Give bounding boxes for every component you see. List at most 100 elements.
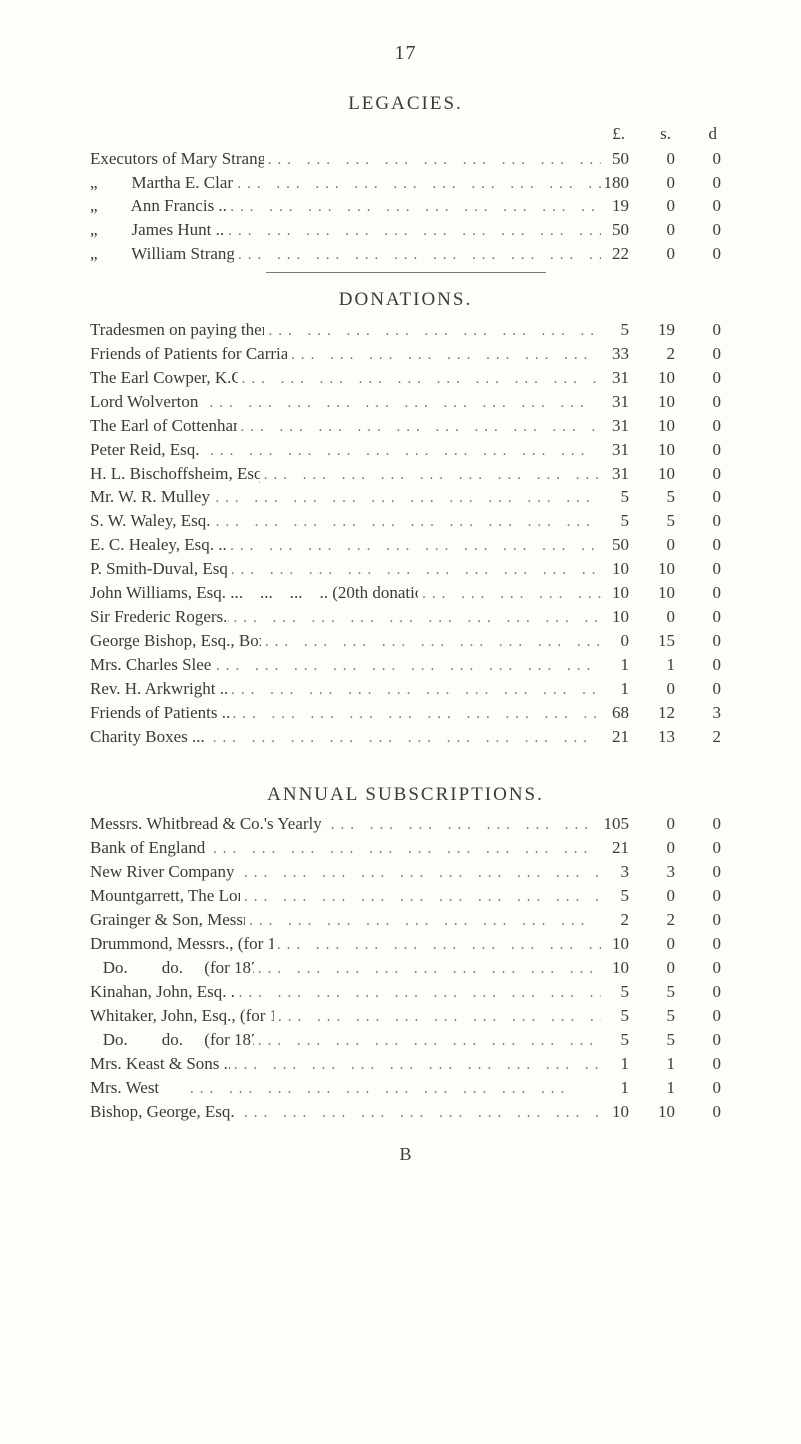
- ledger-label: The Earl of Cottenham: [90, 415, 237, 438]
- amount-pounds: 5: [601, 981, 629, 1004]
- dot-leader: [418, 584, 601, 604]
- ledger-row: Mountgarrett, The Lord 500: [90, 885, 721, 908]
- amount-shillings: 0: [647, 933, 675, 956]
- dot-leader: [238, 369, 601, 389]
- amount-pence: 0: [693, 195, 721, 218]
- ledger-amount: 550: [601, 1005, 721, 1028]
- donations-list: Tradesmen on paying them ...5190Friends …: [90, 319, 721, 749]
- ledger-row: Mrs. West110: [90, 1077, 721, 1100]
- ledger-label: Drummond, Messrs., (for 1869): [90, 933, 273, 956]
- amount-pence: 0: [693, 1101, 721, 1124]
- ledger-row: Mrs. Charles Slee110: [90, 654, 721, 677]
- ledger-label: „ James Hunt ...: [90, 219, 224, 242]
- dot-leader: [264, 321, 601, 341]
- ledger-amount: 500: [601, 885, 721, 908]
- ledger-label: George Bishop, Esq., Box of: [90, 630, 261, 653]
- amount-pence: 0: [693, 486, 721, 509]
- ledger-label: John Williams, Esq. ... ... ... .. (20th…: [90, 582, 418, 605]
- dot-leader: [264, 150, 601, 170]
- page-number: 17: [90, 40, 721, 67]
- dot-leader: [224, 221, 601, 241]
- ledger-label: Friends of Patients ...: [90, 702, 229, 725]
- amount-pounds: 50: [601, 148, 629, 171]
- dot-leader: [245, 911, 601, 931]
- dot-leader: [240, 1103, 601, 1123]
- ledger-amount: 31100: [601, 463, 721, 486]
- ledger-label: Mrs. West: [90, 1077, 186, 1100]
- amount-pounds: 10: [601, 582, 629, 605]
- dot-leader: [233, 174, 601, 194]
- amount-pence: 0: [693, 219, 721, 242]
- ledger-amount: 0150: [601, 630, 721, 653]
- dot-leader: [234, 245, 601, 265]
- amount-shillings: 0: [647, 195, 675, 218]
- ledger-amount: 2100: [601, 837, 721, 860]
- ledger-label: Kinahan, John, Esq. ...: [90, 981, 235, 1004]
- amount-pounds: 180: [601, 172, 629, 195]
- amount-pence: 0: [693, 582, 721, 605]
- amount-pounds: 21: [601, 726, 629, 749]
- amount-pence: 0: [693, 981, 721, 1004]
- ledger-row: Rev. H. Arkwright ...100: [90, 678, 721, 701]
- ledger-row: Peter Reid, Esq.31100: [90, 439, 721, 462]
- ledger-amount: 3320: [601, 343, 721, 366]
- ledger-label: Whitaker, John, Esq., (for 1869): [90, 1005, 274, 1028]
- ledger-amount: 31100: [601, 391, 721, 414]
- ledger-row: Whitaker, John, Esq., (for 1869) 550: [90, 1005, 721, 1028]
- amount-pounds: 10: [601, 933, 629, 956]
- amount-shillings: 13: [647, 726, 675, 749]
- ledger-amount: 18000: [601, 172, 721, 195]
- ledger-label: H. L. Bischoffsheim, Esq. ...: [90, 463, 260, 486]
- dot-leader: [212, 656, 601, 676]
- subscriptions-list: Messrs. Whitbread & Co.'s Yearly Rent Ch…: [90, 813, 721, 1123]
- amount-shillings: 0: [647, 957, 675, 980]
- dot-leader: [254, 1031, 601, 1051]
- ledger-amount: 110: [601, 1053, 721, 1076]
- ledger-row: Drummond, Messrs., (for 1869)1000: [90, 933, 721, 956]
- ledger-row: „ James Hunt ...5000: [90, 219, 721, 242]
- amount-pounds: 105: [601, 813, 629, 836]
- amount-shillings: 10: [647, 1101, 675, 1124]
- dot-leader: [211, 488, 601, 508]
- ledger-row: The Earl of Cottenham31100: [90, 415, 721, 438]
- amount-shillings: 1: [647, 1053, 675, 1076]
- ledger-row: George Bishop, Esq., Box of 0150: [90, 630, 721, 653]
- ledger-label: Mountgarrett, The Lord: [90, 885, 240, 908]
- currency-header: £. s. d: [90, 123, 721, 146]
- dot-leader: [235, 983, 601, 1003]
- amount-pounds: 1: [601, 1053, 629, 1076]
- amount-pence: 0: [693, 957, 721, 980]
- ledger-label: Friends of Patients for Carriage hire: [90, 343, 287, 366]
- amount-pence: 0: [693, 415, 721, 438]
- dot-leader: [227, 680, 601, 700]
- dot-leader: [209, 728, 601, 748]
- amount-pence: 0: [693, 367, 721, 390]
- ledger-row: John Williams, Esq. ... ... ... .. (20th…: [90, 582, 721, 605]
- dot-leader: [274, 1007, 601, 1027]
- header-shillings: s.: [643, 123, 671, 146]
- amount-pence: 0: [693, 172, 721, 195]
- amount-shillings: 10: [647, 439, 675, 462]
- amount-shillings: 10: [647, 463, 675, 486]
- dot-leader: [261, 632, 601, 652]
- amount-pounds: 21: [601, 837, 629, 860]
- section-title-legacies: LEGACIES.: [90, 91, 721, 117]
- amount-pounds: 10: [601, 957, 629, 980]
- amount-pence: 0: [693, 630, 721, 653]
- ledger-amount: 550: [601, 1029, 721, 1052]
- amount-shillings: 1: [647, 1077, 675, 1100]
- amount-shillings: 0: [647, 813, 675, 836]
- ledger-amount: 31100: [601, 439, 721, 462]
- ledger-row: Mr. W. R. Mulley550: [90, 486, 721, 509]
- amount-pence: 0: [693, 1005, 721, 1028]
- legacies-list: Executors of Mary Strange ...5000„ Marth…: [90, 148, 721, 267]
- amount-shillings: 0: [647, 243, 675, 266]
- amount-shillings: 10: [647, 582, 675, 605]
- amount-pence: 0: [693, 1053, 721, 1076]
- amount-pence: 0: [693, 343, 721, 366]
- ledger-amount: 10100: [601, 1101, 721, 1124]
- amount-shillings: 12: [647, 702, 675, 725]
- dot-leader: [206, 393, 601, 413]
- amount-pounds: 5: [601, 1029, 629, 1052]
- amount-shillings: 0: [647, 148, 675, 171]
